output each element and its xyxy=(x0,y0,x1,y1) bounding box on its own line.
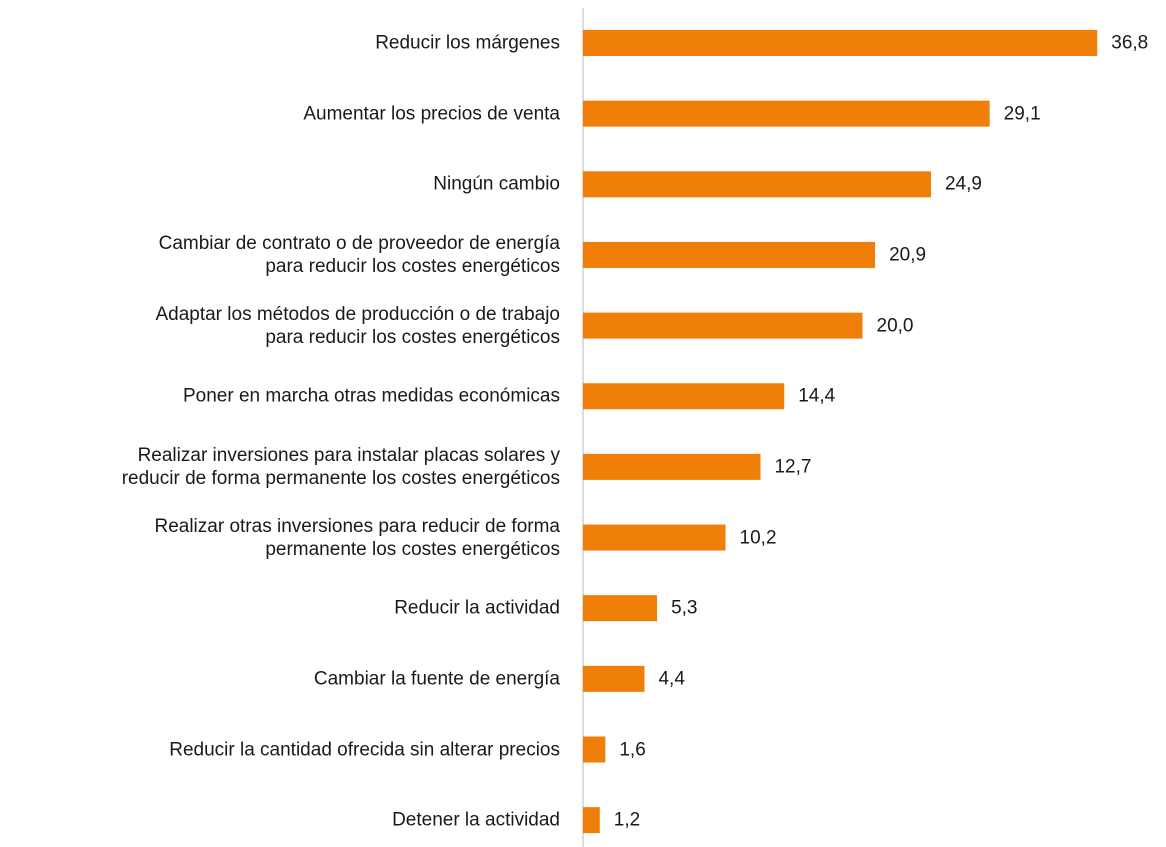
category-label: Reducir la actividad xyxy=(394,597,560,619)
value-label: 10,2 xyxy=(739,527,777,549)
category-label: Realizar otras inversiones para reducir … xyxy=(154,515,560,560)
bar xyxy=(583,453,761,480)
category-label: Cambiar de contrato o de proveedor de en… xyxy=(158,232,560,277)
category-label: Reducir los márgenes xyxy=(375,32,560,54)
value-label: 20,9 xyxy=(889,244,927,266)
value-label: 14,4 xyxy=(798,385,836,407)
value-label: 24,9 xyxy=(944,173,982,195)
bar xyxy=(583,312,863,339)
category-label: Reducir la cantidad ofrecida sin alterar… xyxy=(169,739,560,760)
value-label: 29,1 xyxy=(1003,103,1041,125)
bar xyxy=(583,736,606,763)
bar xyxy=(583,241,876,268)
value-label: 20,0 xyxy=(876,315,914,337)
category-label: Poner en marcha otras medidas económicas xyxy=(182,385,560,407)
category-label: Detener la actividad xyxy=(392,809,560,831)
category-label: Aumentar los precios de venta xyxy=(303,103,560,125)
category-label: Realizar inversiones para instalar placa… xyxy=(121,444,560,489)
bar xyxy=(583,171,931,198)
bar xyxy=(583,807,600,834)
bar xyxy=(583,383,785,410)
bar xyxy=(583,665,645,692)
bar xyxy=(583,100,990,127)
category-label: Cambiar la fuente de energía xyxy=(313,668,560,690)
value-label: 36,8 xyxy=(1111,32,1149,54)
value-label: 12,7 xyxy=(774,456,812,478)
bar xyxy=(583,30,1098,56)
category-label: Ningún cambio xyxy=(433,173,560,195)
bar xyxy=(583,595,658,622)
value-label: 1,2 xyxy=(613,809,641,831)
value-label: 4,4 xyxy=(658,668,685,690)
bar xyxy=(583,524,726,551)
value-label: 1,6 xyxy=(619,739,646,760)
category-label: Adaptar los métodos de producción o de t… xyxy=(155,303,560,348)
value-label: 5,3 xyxy=(671,597,698,619)
